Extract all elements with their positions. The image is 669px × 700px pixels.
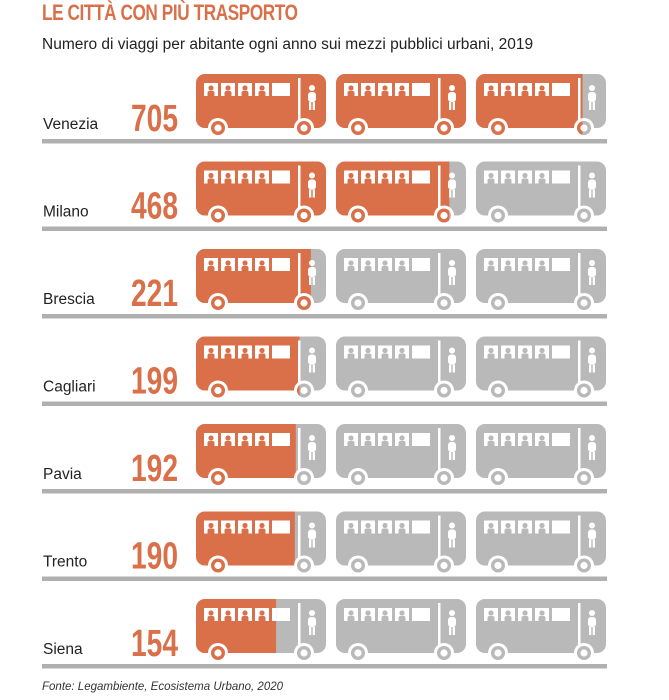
value-label: 199 (131, 361, 178, 403)
bus-icon (476, 336, 606, 401)
city-label: Venezia (43, 116, 99, 133)
row-baseline (42, 226, 607, 231)
value-label: 190 (131, 536, 178, 578)
chart-source: Fonte: Legambiente, Ecosistema Urbano, 2… (42, 681, 284, 693)
value-label: 221 (131, 273, 178, 315)
bus-icon (476, 599, 606, 663)
city-label: Trento (43, 554, 87, 571)
chart-row: Milano 468 (42, 161, 607, 231)
bus-icon (196, 424, 326, 488)
chart-title: LE CITTÀ CON PIÙ TRASPORTO (42, 0, 298, 25)
value-label: 468 (131, 186, 178, 228)
city-label: Pavia (43, 466, 82, 483)
bus-icon (196, 74, 326, 138)
bus-icon (196, 599, 326, 663)
bus-icon (336, 424, 466, 488)
bus-icon (196, 336, 326, 401)
row-baseline (42, 314, 607, 319)
row-baseline (42, 489, 607, 494)
bus-icon (336, 336, 466, 401)
city-label: Cagliari (43, 379, 96, 396)
bus-icon (336, 161, 466, 226)
bus-icon (476, 249, 606, 313)
value-label: 154 (131, 623, 178, 665)
row-baseline (42, 576, 607, 581)
bus-icon (336, 249, 466, 313)
row-baseline (42, 664, 607, 669)
city-label: Siena (43, 641, 83, 658)
city-label: Brescia (43, 291, 95, 308)
chart-row: Venezia 705 (42, 74, 607, 144)
row-baseline (42, 139, 607, 144)
chart-row: Pavia 192 (42, 424, 607, 494)
bus-icon (336, 74, 466, 138)
chart-row: Trento 190 (42, 511, 607, 581)
bus-icon (336, 511, 466, 576)
chart-row: Cagliari 199 (42, 336, 607, 406)
bus-icon (476, 74, 606, 138)
chart-row: Siena 154 (42, 599, 607, 669)
chart-subtitle: Numero di viaggi per abitante ogni anno … (42, 36, 534, 53)
chart-row: Brescia 221 (42, 249, 607, 319)
bus-icon (336, 599, 466, 663)
value-label: 705 (131, 98, 178, 140)
bus-icon (476, 161, 606, 226)
value-label: 192 (131, 448, 178, 490)
bus-icon (476, 511, 606, 576)
bus-icon (196, 511, 326, 576)
bus-icon (196, 161, 326, 226)
city-label: Milano (43, 204, 89, 221)
chart-rows: Venezia 705 Milano 468 Brescia 221 Cagliari 199… (42, 74, 607, 669)
bus-icon (196, 249, 326, 313)
bus-icon (476, 424, 606, 488)
row-baseline (42, 401, 607, 406)
